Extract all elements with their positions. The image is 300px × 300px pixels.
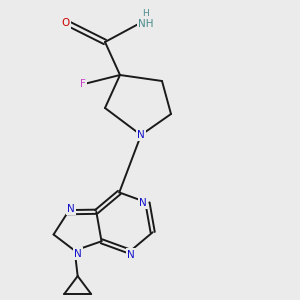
Text: N: N — [139, 198, 147, 208]
Text: N: N — [67, 204, 75, 214]
Text: N: N — [137, 130, 145, 140]
Text: N: N — [127, 250, 135, 260]
Text: H: H — [142, 9, 149, 18]
Text: F: F — [80, 79, 85, 89]
Text: N: N — [74, 249, 82, 259]
Text: NH: NH — [138, 19, 153, 29]
Text: O: O — [62, 17, 70, 28]
